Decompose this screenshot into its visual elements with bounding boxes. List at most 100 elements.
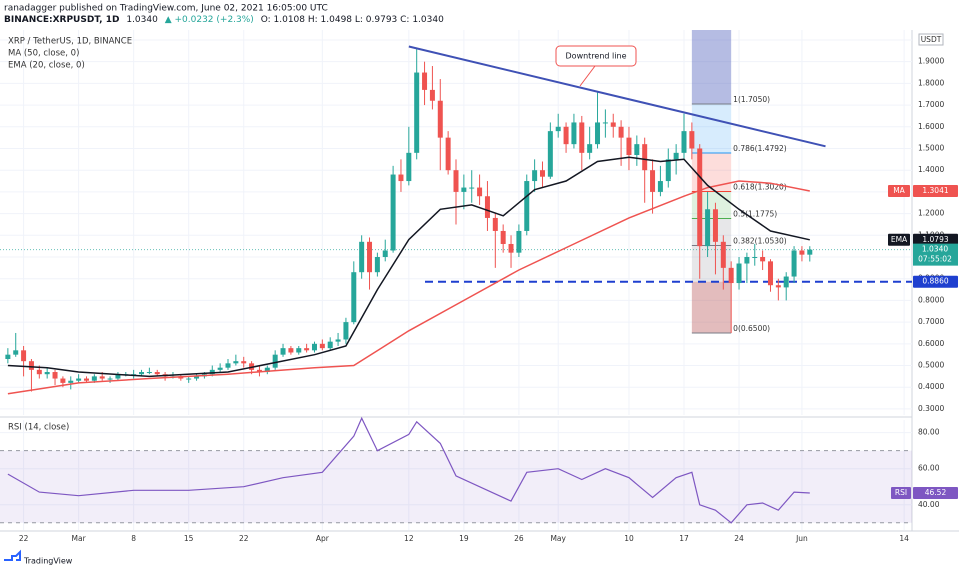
candle-body: [453, 170, 459, 192]
rsi-name-tag-text: RSI: [895, 488, 907, 497]
candle-body: [406, 152, 412, 182]
candle-body: [712, 209, 718, 242]
indicator-line: [7, 180, 810, 395]
candle-body: [492, 217, 498, 231]
candle-body: [736, 263, 742, 284]
fib-label: 0.382(1.0530): [733, 237, 787, 246]
candle-body: [280, 348, 286, 355]
y-tick-label: 0.6000: [918, 339, 944, 348]
y-tick-label: 1.2000: [918, 209, 944, 218]
y-tick-label: 1.7000: [918, 100, 944, 109]
candle-body: [304, 348, 310, 351]
last: 1.0340: [126, 15, 158, 25]
y-tick-label: 0.4000: [918, 382, 944, 391]
candle-body: [634, 144, 640, 156]
position-target-zone: [691, 30, 732, 105]
candle-body: [705, 209, 711, 247]
trendline: [408, 45, 826, 148]
x-tick-label: 10: [624, 534, 634, 543]
candle-body: [477, 187, 483, 197]
candle-body: [367, 241, 373, 273]
countdown: 07:55:02: [918, 255, 952, 264]
x-tick-label: 19: [459, 534, 469, 543]
candle-body: [311, 343, 317, 351]
fib-label: 0.618(1.3020): [733, 182, 787, 191]
candle-body: [587, 144, 593, 153]
candle-body: [728, 267, 734, 284]
fib-label: 1(1.7050): [733, 95, 770, 104]
candle-body: [752, 257, 758, 259]
candle-body: [225, 363, 231, 368]
x-tick-label: 14: [899, 534, 909, 543]
x-tick-label: 24: [734, 534, 744, 543]
candle-body: [241, 361, 247, 364]
x-tick-label: 22: [239, 534, 249, 543]
candle-body: [272, 354, 278, 368]
y-tick-label: 60.00: [918, 464, 940, 473]
candle-body: [217, 367, 223, 370]
candle-body: [68, 380, 74, 383]
x-tick-label: Mar: [72, 534, 87, 543]
candle-body: [807, 249, 813, 255]
candle-body: [783, 276, 789, 288]
x-tick-label: 26: [514, 534, 524, 543]
candle-body: [335, 339, 341, 342]
logo-icon: [4, 549, 21, 561]
candle-body: [791, 250, 797, 277]
candle-body: [524, 181, 530, 231]
candle-body: [44, 372, 50, 375]
candle-body: [563, 126, 569, 145]
x-tick-label: 22: [19, 534, 29, 543]
candle-body: [539, 170, 545, 177]
legend-ema: EMA (20, close, 0): [8, 61, 85, 71]
rsi-band: [0, 450, 912, 523]
candle-body: [76, 378, 82, 381]
x-tick-label: 17: [679, 534, 689, 543]
callout-box: [555, 45, 637, 67]
indicator-value-tag-text: 1.3041: [922, 186, 948, 195]
candle-body: [146, 372, 152, 374]
candle-body: [60, 378, 66, 383]
y-tick-label: 1.6000: [918, 122, 944, 131]
change: ▲ +0.0232 (+2.3%): [165, 15, 254, 25]
indicator-value-tag-box: [913, 185, 958, 198]
candle-body: [52, 372, 58, 379]
candle-body: [610, 122, 616, 127]
candle-body: [799, 250, 805, 255]
candle-body: [500, 230, 506, 244]
ohlc: O: 1.0108 H: 1.0498 L: 0.9793 C: 1.0340: [261, 15, 444, 25]
chart-title: XRP / TetherUS, 1D, BINANCE: [8, 37, 132, 47]
candle-body: [382, 250, 388, 258]
fib-band: [691, 104, 732, 154]
indicator-value-tag-text: 1.0793: [922, 235, 948, 244]
y-tick-label: 1.5000: [918, 143, 944, 152]
y-tick-label: 1.9000: [918, 57, 944, 66]
candle-body: [650, 170, 656, 192]
candle-body: [516, 230, 522, 253]
candle-body: [626, 137, 632, 156]
candle-body: [602, 122, 608, 124]
candle-body: [319, 343, 325, 349]
indicator-value-tag-box: [913, 233, 958, 246]
candle-body: [445, 137, 451, 171]
candle-body: [595, 122, 601, 145]
y-tick-label: 0.3000: [918, 404, 944, 413]
y-tick-label: 0.7000: [918, 317, 944, 326]
callout-pointer: [579, 65, 596, 87]
last-price-box: [913, 243, 958, 266]
x-tick-label: 12: [404, 534, 414, 543]
candle-body: [99, 376, 105, 379]
candle-body: [21, 350, 27, 362]
candle-body: [571, 122, 577, 145]
y-tick-label: 0.8000: [918, 295, 944, 304]
candle-body: [107, 378, 113, 380]
candle-body: [91, 376, 97, 381]
candle-body: [508, 243, 514, 253]
x-tick-label: May: [550, 534, 566, 543]
y-tick-label: 0.5000: [918, 361, 944, 370]
publish-line: ranadagger published on TradingView.com,…: [4, 4, 328, 14]
support-tag-text: 0.8860: [922, 277, 948, 286]
fib-label: 0(0.6500): [733, 324, 770, 333]
candle-body: [5, 354, 11, 360]
candle-body: [209, 369, 215, 375]
